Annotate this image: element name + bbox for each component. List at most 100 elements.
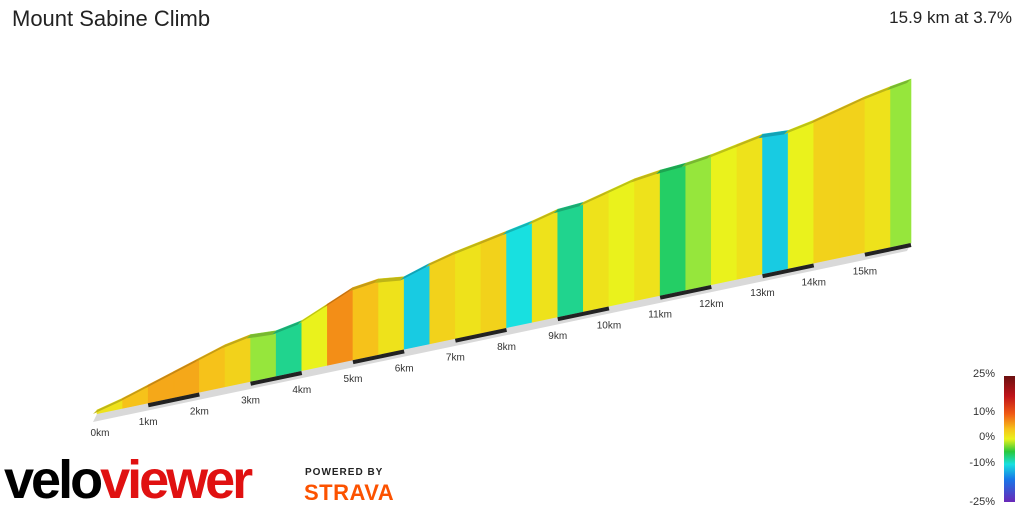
profile-segment-20 [608, 178, 635, 307]
profile-segment-23 [685, 154, 712, 291]
distance-axis: 0km 1km 2km 3km 4km 5km 6km 7km 8km 9km 10km 11km 12… [91, 243, 912, 439]
profile-layer [93, 78, 912, 415]
profile-segment-26 [762, 130, 789, 275]
profile-ridge-14 [451, 241, 481, 256]
x-tick-label-13: 13km [750, 288, 774, 299]
profile-segment-16 [506, 220, 533, 329]
profile-segment-30 [864, 86, 891, 254]
veloviewer-logo: veloviewer [4, 450, 253, 510]
km-band-3 [250, 371, 303, 386]
x-tick-label-10: 10km [597, 320, 621, 331]
profile-ridge-5 [220, 334, 251, 349]
profile-segment-13 [429, 251, 456, 345]
profile-segment-10 [352, 278, 379, 361]
profile-segment-2 [147, 370, 175, 404]
legend-label-0: 0% [979, 431, 995, 443]
x-tick-label-0: 0km [91, 428, 110, 439]
profile-ridge-9 [323, 287, 353, 309]
x-tick-label-12: 12km [699, 299, 723, 310]
profile-ridge-18 [553, 202, 584, 214]
profile-segment-31 [890, 78, 912, 248]
profile-segment-7 [275, 320, 303, 377]
profile-ridge-22 [656, 163, 686, 175]
profile-segment-14 [455, 240, 482, 340]
legend-label-10: 10% [972, 406, 995, 418]
profile-ridge-20 [604, 178, 635, 195]
profile-segment-24 [711, 143, 738, 286]
x-tick-label-9: 9km [548, 331, 567, 342]
legend-label-minus-10: -10% [969, 457, 995, 469]
profile-ridge-4 [195, 344, 225, 363]
profile-ridge-7 [272, 320, 302, 335]
profile-ridge-17 [528, 209, 558, 225]
profile-ridge-1 [118, 384, 149, 403]
profile-ridge-30 [860, 86, 891, 101]
profile-segment-18 [557, 201, 584, 318]
profile-segment-5 [224, 334, 251, 388]
page-title: Mount Sabine Climb [12, 6, 211, 31]
km-band-11 [659, 284, 712, 300]
profile-segment-22 [659, 162, 687, 297]
x-tick-label-6: 6km [395, 363, 414, 374]
km-band-7 [454, 328, 507, 343]
gradient-color-scale [1004, 376, 1015, 502]
profile-segment-27 [787, 119, 815, 270]
profile-ridge-31 [886, 79, 911, 91]
profile-segment-9 [327, 286, 354, 366]
x-tick-label-5: 5km [344, 374, 363, 385]
profile-segment-11 [378, 276, 405, 356]
logo-velo: velo [4, 450, 103, 510]
km-band-15 [864, 243, 912, 257]
profile-segment-25 [736, 133, 763, 280]
legend-label-minus-25: -25% [969, 496, 995, 508]
profile-ridge-16 [502, 220, 533, 236]
profile-segment-15 [480, 230, 507, 334]
profile-ridge-27 [784, 120, 814, 135]
profile-ridge-11 [374, 276, 405, 283]
climb-summary: 15.9 km at 3.7% [889, 8, 1012, 27]
profile-ridge-8 [297, 304, 328, 325]
profile-segment-28 [813, 107, 840, 264]
profile-segment-17 [531, 208, 559, 323]
profile-segment-8 [301, 303, 328, 372]
profile-ridge-13 [425, 251, 456, 268]
profile-ridge-26 [758, 130, 789, 139]
x-tick-label-11: 11km [648, 310, 672, 321]
x-tick-label-8: 8km [497, 342, 516, 353]
logo-viewer: viewer [100, 450, 253, 510]
x-tick-label-14: 14km [802, 277, 826, 288]
profile-ridge-10 [348, 278, 379, 292]
profile-ridge-15 [476, 231, 507, 246]
km-band-13 [762, 263, 815, 279]
x-tick-label-15: 15km [853, 267, 877, 278]
profile-ridge-12 [400, 263, 430, 281]
powered-by-text: POWERED BY [305, 467, 384, 478]
profile-ridge-19 [579, 190, 609, 207]
profile-ridge-21 [630, 170, 661, 183]
profile-ridge-6 [246, 330, 277, 339]
profile-segment-6 [250, 330, 277, 383]
profile-segment-3 [173, 357, 200, 399]
gradient-legend: 25% 10% 0% -10% -25% [950, 368, 1024, 512]
profile-ridge-2 [144, 371, 174, 389]
profile-ridge-23 [681, 154, 712, 168]
profile-ridge-24 [707, 144, 737, 159]
profile-ridge-29 [835, 96, 865, 113]
profile-ridge-0 [93, 398, 123, 414]
km-band-9 [557, 306, 610, 322]
legend-label-25: 25% [972, 368, 995, 380]
profile-ridge-25 [732, 134, 763, 149]
x-tick-label-1: 1km [139, 417, 158, 428]
profile-segment-21 [634, 169, 661, 302]
strava-logo: STRAVA [304, 480, 395, 505]
x-tick-label-3: 3km [241, 396, 260, 407]
km-band-5 [352, 349, 405, 365]
km-band-1 [147, 392, 200, 408]
x-tick-label-4: 4km [292, 385, 311, 396]
profile-segment-29 [839, 96, 866, 259]
x-tick-label-7: 7km [446, 353, 465, 364]
profile-ridge-28 [809, 108, 840, 125]
x-tick-label-2: 2km [190, 406, 209, 417]
profile-ridge-3 [169, 358, 200, 376]
